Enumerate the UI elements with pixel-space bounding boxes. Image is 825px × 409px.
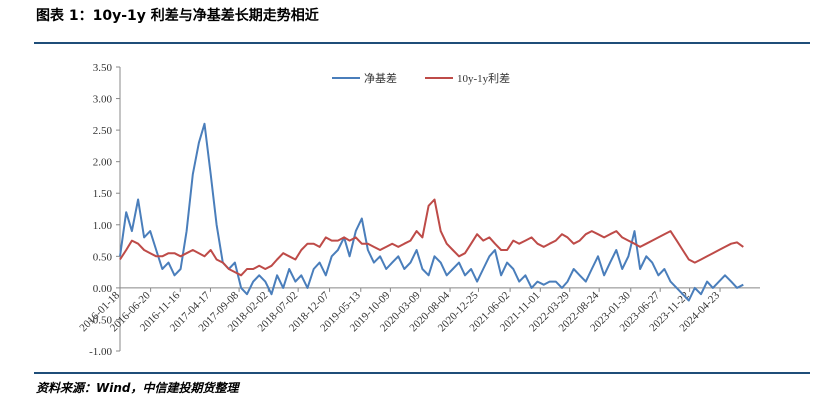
chart-title: 图表 1：10y-1y 利差与净基差长期走势相近 xyxy=(36,7,319,24)
y-tick-label: -1.00 xyxy=(89,346,112,358)
y-tick-label: 0.50 xyxy=(93,251,113,263)
y-tick-label: 1.00 xyxy=(93,220,113,232)
y-tick-label: 0.00 xyxy=(93,283,113,295)
y-tick-label: 2.00 xyxy=(93,157,113,169)
y-tick-label: 3.50 xyxy=(93,62,113,74)
legend-label: 10y-1y利差 xyxy=(457,71,510,85)
series-line xyxy=(119,122,744,302)
source-note: 资料来源：Wind，中信建投期货整理 xyxy=(36,381,240,395)
y-tick-label: 3.00 xyxy=(93,94,113,106)
y-tick-label: -0.50 xyxy=(89,314,112,326)
y-tick-label: 1.50 xyxy=(93,188,113,200)
y-tick-label: 2.50 xyxy=(93,125,113,137)
legend-label: 净基差 xyxy=(364,71,397,85)
series-line xyxy=(119,198,744,277)
